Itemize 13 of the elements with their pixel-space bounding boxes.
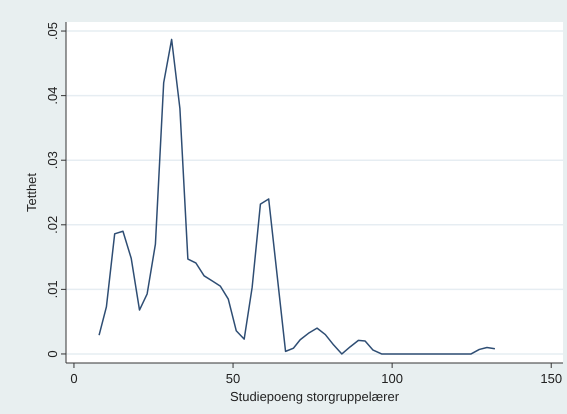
- y-tick-label: 0: [45, 350, 60, 358]
- x-tick-label: 100: [381, 371, 403, 386]
- y-axis-title: Tetthet: [24, 172, 39, 212]
- line-series: [98, 38, 496, 355]
- y-tick-label: .01: [45, 280, 60, 298]
- y-tick-label: .03: [45, 151, 60, 170]
- x-tick-label: 0: [70, 371, 78, 386]
- y-tick-label: .04: [45, 86, 60, 105]
- x-axis-title: Studiepoeng storgruppelærer: [230, 389, 400, 404]
- x-tick-label: 50: [226, 371, 240, 386]
- y-tick-label: .05: [45, 22, 60, 40]
- y-tick-label: .02: [45, 216, 60, 234]
- x-tick-label: 150: [540, 371, 562, 386]
